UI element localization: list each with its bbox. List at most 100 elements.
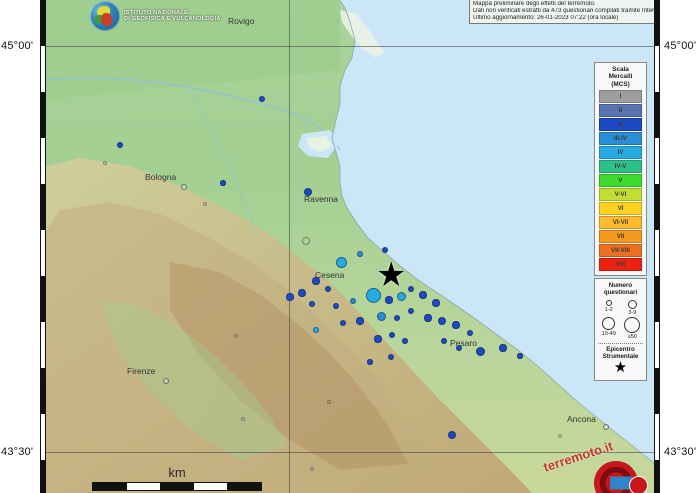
questionnaire-point[interactable] (349, 297, 357, 305)
city-label-ancona: Ancona (567, 414, 596, 424)
legend-count-item: 1-2 (597, 299, 621, 316)
questionnaire-point[interactable] (308, 300, 316, 308)
questionnaire-point[interactable] (475, 346, 485, 356)
questionnaire-point[interactable] (309, 466, 315, 472)
questionnaire-point[interactable] (424, 314, 432, 322)
note-line-3: Ultimo aggiornamento: 26-01-2023 07:22 (… (473, 14, 619, 21)
legend-mcs-swatch-viii: VIII (599, 258, 642, 272)
questionnaire-point[interactable] (286, 293, 294, 301)
questionnaire-point[interactable] (452, 321, 460, 329)
questionnaire-point[interactable] (381, 246, 389, 254)
scale-segment (126, 483, 161, 490)
questionnaire-point[interactable] (312, 277, 320, 285)
questionnaire-point[interactable] (233, 333, 239, 339)
questionnaire-point[interactable] (332, 302, 340, 310)
legend-count-item: 10-49 (597, 316, 621, 340)
scale-segment (93, 483, 127, 490)
scale-segment (160, 483, 194, 490)
questionnaire-point[interactable] (407, 307, 415, 315)
epicenter-star: ★ (376, 256, 407, 294)
questionnaire-point[interactable] (220, 180, 226, 186)
city-label-firenze: Firenze (127, 366, 156, 376)
map-frame[interactable]: Rovigo Bologna Ravenna Cesena Pesaro Anc… (40, 0, 660, 493)
questionnaire-point[interactable] (202, 201, 208, 207)
questionnaire-point[interactable] (367, 359, 373, 365)
questionnaire-point[interactable] (385, 296, 393, 304)
graticule-line-horizontal (40, 46, 660, 47)
questionnaire-point[interactable] (326, 399, 332, 405)
questionnaire-point[interactable] (499, 344, 507, 352)
note-line-1: Mappa preliminare degli effetti del terr… (473, 1, 596, 7)
questionnaire-point[interactable] (365, 287, 381, 303)
questionnaire-point[interactable] (393, 314, 401, 322)
hsit-watermark[interactable]: terremoto.it (541, 435, 648, 493)
questionnaire-point[interactable] (304, 188, 312, 196)
legend-mcs-title-1: Scala (612, 66, 629, 73)
questionnaire-point[interactable] (388, 331, 396, 339)
questionnaire-point[interactable] (339, 319, 347, 327)
questionnaire-point[interactable] (117, 142, 123, 148)
questionnaire-point[interactable] (324, 285, 332, 293)
questionnaire-point[interactable] (335, 256, 347, 268)
legend-count-label: 1-2 (604, 307, 613, 313)
questionnaire-point[interactable] (419, 291, 427, 299)
legend-mcs-swatch-vi: VI (599, 202, 642, 216)
legend-count-circle (602, 317, 616, 330)
city-label-bologna: Bologna (145, 172, 177, 182)
questionnaire-point[interactable] (259, 96, 265, 102)
questionnaire-point[interactable] (387, 353, 395, 361)
globe-icon (90, 1, 120, 31)
city-dot-bologna (181, 184, 187, 190)
questionnaire-point[interactable] (356, 250, 364, 258)
questionnaire-point[interactable] (376, 311, 386, 321)
legend-count-title-2: questionari (603, 289, 638, 296)
watermark-badge-icon (629, 476, 648, 493)
questionnaire-point[interactable] (448, 431, 456, 439)
ingv-logo: ISTITUTO NAZIONALE DI GEOFISICA E VULCAN… (90, 1, 221, 31)
legend-count-circle (624, 317, 641, 333)
questionnaire-point[interactable] (302, 237, 310, 245)
legend-epicenter-title-1: Epicentro (606, 346, 635, 353)
legend-count-circle (627, 300, 637, 309)
legend-count-label: 10-49 (601, 331, 616, 337)
questionnaire-point[interactable] (407, 285, 415, 293)
note-line-2: Dati non verificati estratti da 473 ques… (473, 7, 660, 14)
legend-mcs-swatches: I II III III-IV IV IV-V V V-VI VI VI-VII VII VII-VI… (597, 90, 644, 272)
questionnaire-point[interactable] (312, 326, 320, 334)
legend-questionnaire-count: Numero questionari 1-2 3-9 10-49 ≥50 Epicen… (594, 278, 647, 381)
questionnaire-point[interactable] (374, 335, 382, 343)
questionnaire-point[interactable] (440, 337, 448, 345)
questionnaire-point[interactable] (356, 317, 364, 325)
city-dot-firenze (163, 378, 169, 384)
questionnaire-point[interactable] (438, 317, 446, 325)
legend-divider (598, 343, 643, 344)
city-label-rovigo: Rovigo (228, 16, 255, 26)
questionnaire-point[interactable] (432, 299, 440, 307)
questionnaire-point[interactable] (557, 433, 563, 439)
scale-bar-segments (92, 482, 262, 491)
legend-mcs-swatch-i: I (599, 90, 642, 104)
questionnaire-point[interactable] (102, 160, 108, 166)
terrain-layer (40, 0, 660, 493)
coord-label-bottom-left: 43°30' (1, 446, 34, 458)
legend-mcs-swatch-iv-v: IV-V (599, 160, 642, 174)
legend-mcs-swatch-vii-viii: VII-VIII (599, 244, 642, 258)
ingv-line-1: ISTITUTO NAZIONALE (124, 9, 189, 16)
legend-mcs-swatch-v-vi: V-VI (599, 188, 642, 202)
questionnaire-point[interactable] (298, 289, 306, 297)
legend-epicenter-title-2: Strumentale (602, 353, 639, 360)
questionnaire-point[interactable] (455, 344, 463, 352)
legend-mcs-title: Scala Mercalli (MCS) (597, 66, 644, 88)
questionnaire-point[interactable] (240, 416, 246, 422)
legend-count-item: ≥50 (621, 316, 645, 340)
questionnaire-point[interactable] (402, 338, 408, 344)
questionnaire-point[interactable] (396, 291, 406, 301)
questionnaire-point[interactable] (517, 353, 523, 359)
city-dot-ancona (603, 424, 609, 430)
legend-mcs-swatch-vii: VII (599, 230, 642, 244)
coord-label-top-right: 45°00' (664, 40, 697, 52)
map-canvas[interactable]: Rovigo Bologna Ravenna Cesena Pesaro Anc… (40, 0, 660, 493)
questionnaire-point[interactable] (466, 329, 474, 337)
scale-segment (193, 483, 228, 490)
